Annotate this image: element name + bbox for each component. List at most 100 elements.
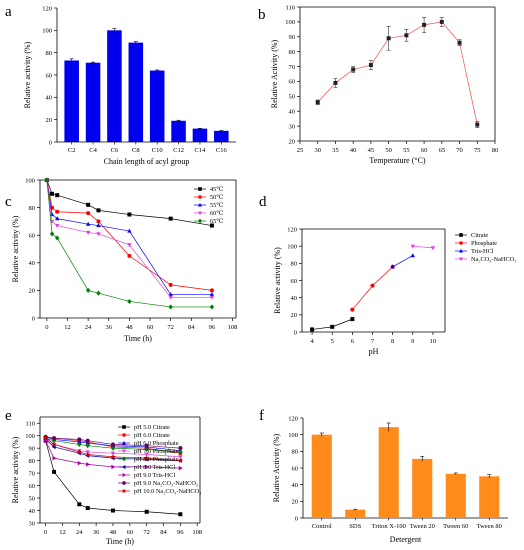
x-tick-label: 48 xyxy=(110,529,117,536)
x-tick-label: C16 xyxy=(216,147,228,154)
x-tick-label: 96 xyxy=(177,529,184,536)
y-tick-label: 120 xyxy=(42,5,52,12)
series-line xyxy=(46,179,212,226)
legend-entry: pH 10.0 Na₂CO₃-NaHCO₃ xyxy=(134,488,201,495)
y-tick-label: 80 xyxy=(29,458,36,465)
data-point xyxy=(144,446,149,453)
data-point xyxy=(350,317,355,322)
y-tick-label: 100 xyxy=(288,432,298,439)
x-tick-label: C4 xyxy=(89,147,97,154)
data-point xyxy=(370,283,375,288)
y-tick-label: 100 xyxy=(42,28,52,35)
x-tick-label: Tween 80 xyxy=(477,523,502,530)
x-tick-label: Control xyxy=(312,523,332,530)
data-point xyxy=(404,33,409,38)
legend-entry: pH 5.0 Citrate xyxy=(134,424,170,431)
data-point xyxy=(333,80,338,85)
bar xyxy=(479,476,500,518)
x-tick-label: 60 xyxy=(421,147,428,154)
x-tick-label: 75 xyxy=(474,147,481,154)
x-tick-label: 36 xyxy=(106,324,113,331)
data-point xyxy=(44,177,50,183)
series-line xyxy=(412,245,433,249)
panel-letter: a xyxy=(5,4,12,20)
data-point xyxy=(110,508,115,513)
x-tick-label: 4 xyxy=(310,338,314,345)
data-point xyxy=(96,232,101,237)
data-point xyxy=(127,243,132,248)
x-tick-label: 96 xyxy=(209,324,216,331)
bar xyxy=(128,42,144,142)
x-tick-label: C12 xyxy=(173,147,184,154)
y-tick-label: 20 xyxy=(292,499,299,506)
data-point xyxy=(127,212,132,217)
y-tick-label: 60 xyxy=(46,72,53,79)
y-tick-label: 110 xyxy=(285,4,295,11)
data-point xyxy=(386,36,391,41)
legend-marker xyxy=(122,456,126,462)
legend-marker xyxy=(122,473,127,477)
chart-panel-e: e 30 40 50 60 70 80 90 100 110 0 12 24 36 48 60 72 84 96 10… xyxy=(5,408,202,546)
data-point xyxy=(350,307,355,312)
x-tick-label: 12 xyxy=(64,324,71,331)
data-point xyxy=(457,40,462,45)
y-tick-label: 60 xyxy=(29,483,36,490)
legend-marker xyxy=(459,248,463,253)
y-tick-label: 70 xyxy=(29,470,36,477)
data-point xyxy=(86,462,91,467)
legend-marker xyxy=(122,433,126,437)
x-tick-label: 108 xyxy=(228,324,238,331)
data-point xyxy=(77,502,82,507)
y-tick-label: 100 xyxy=(25,433,35,440)
y-tick-label: 40 xyxy=(29,508,36,515)
x-tick-label: 10 xyxy=(430,338,437,345)
data-point xyxy=(85,221,91,226)
data-point xyxy=(85,451,91,457)
bar xyxy=(85,62,101,142)
data-point xyxy=(77,441,82,448)
bar xyxy=(311,434,332,518)
data-point xyxy=(439,19,444,24)
data-point xyxy=(96,208,101,213)
y-tick-label: 30 xyxy=(289,123,296,130)
y-axis-title: Relative Activity (%) xyxy=(272,433,281,502)
y-tick-label: 110 xyxy=(25,421,35,428)
panel-letter: e xyxy=(5,408,12,424)
data-point xyxy=(178,446,183,451)
legend-marker xyxy=(198,195,202,199)
x-tick-label: 65 xyxy=(439,147,446,154)
y-tick-label: 40 xyxy=(46,95,53,102)
x-tick-label: 0 xyxy=(44,529,47,536)
series-line xyxy=(352,266,393,310)
x-tick-label: 36 xyxy=(93,529,100,536)
data-point xyxy=(178,512,183,517)
bar xyxy=(214,130,229,142)
y-tick-label: 40 xyxy=(29,260,36,267)
x-tick-label: Tween 60 xyxy=(443,523,468,530)
data-point xyxy=(77,439,82,444)
y-tick-label: 60 xyxy=(292,465,299,472)
y-tick-label: 20 xyxy=(289,138,296,145)
legend-marker xyxy=(122,425,126,429)
x-tick-label: 72 xyxy=(143,529,150,536)
legend-entry: 55℃ xyxy=(210,202,223,209)
data-point xyxy=(144,443,149,448)
panel-letter: f xyxy=(259,408,264,424)
chart-panel-c: c 0 20 40 60 80 100 0 12 24 36 48 60 72 84 96 108 45℃50℃5… xyxy=(5,177,237,343)
panel-letter: c xyxy=(5,194,12,210)
panel-letter: d xyxy=(259,194,267,210)
data-point xyxy=(110,454,116,460)
data-point xyxy=(52,469,57,474)
x-tick-label: C10 xyxy=(152,147,163,154)
x-tick-label: Triton X-100 xyxy=(372,523,406,530)
data-point xyxy=(475,122,480,127)
legend-marker xyxy=(198,218,202,224)
data-point xyxy=(77,460,82,466)
series-line xyxy=(46,179,212,291)
data-point xyxy=(54,223,60,228)
data-point xyxy=(209,304,215,310)
data-point xyxy=(127,228,132,233)
panel-letter: b xyxy=(258,7,266,23)
x-tick-label: 24 xyxy=(76,529,83,536)
data-point xyxy=(76,449,82,455)
